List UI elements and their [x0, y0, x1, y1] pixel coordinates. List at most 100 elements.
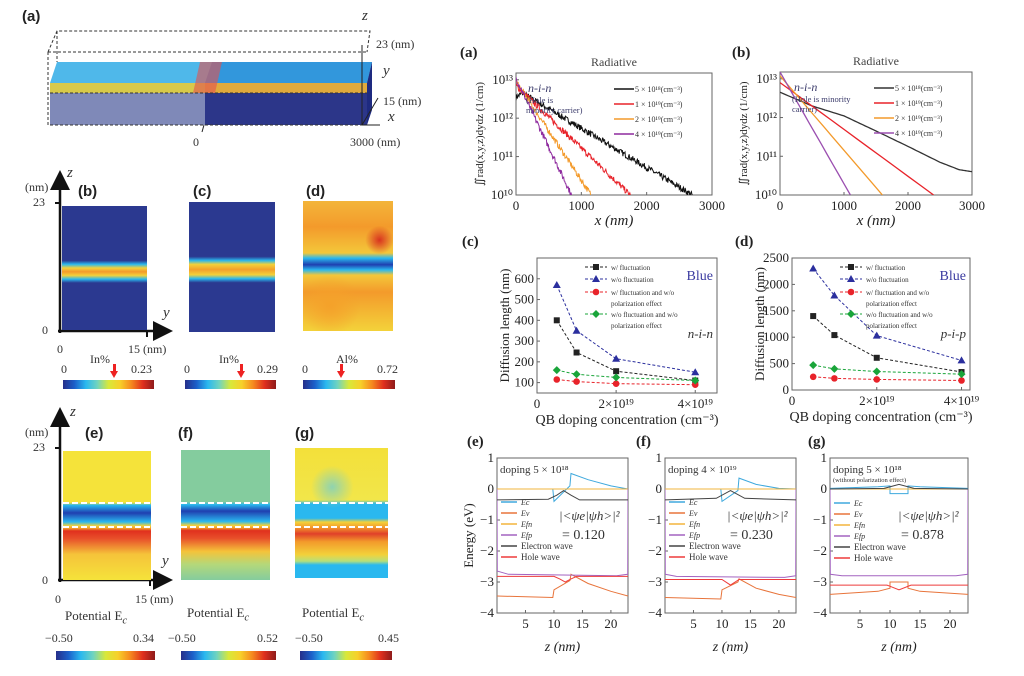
- overlap-integral-value: = 0.878: [901, 528, 944, 543]
- x-tick-label: 10: [715, 616, 728, 631]
- marker-circle: [847, 288, 855, 296]
- panel-label-d: (d): [306, 183, 326, 200]
- y-tick-label: 10¹⁰: [755, 187, 777, 202]
- y-tick-label: 10¹¹: [492, 149, 513, 164]
- y-tick-label: −2: [480, 543, 494, 558]
- legend-label: 1 × 10¹⁹(cm⁻³): [895, 99, 943, 108]
- marker-square: [573, 349, 580, 356]
- y-tick-label: 100: [515, 375, 535, 390]
- potential-map-g: [295, 448, 388, 578]
- colorbar-title-b: In%: [90, 352, 110, 366]
- x-tick-label: 3000: [959, 198, 985, 213]
- marker-triangle: [572, 326, 581, 334]
- x-tick-label: 15: [744, 616, 757, 631]
- series-line: [665, 490, 796, 501]
- map-axes: [50, 170, 173, 590]
- marker-triangle: [847, 275, 855, 282]
- annotation-note: (Hole is minority: [792, 94, 851, 104]
- legend-label: Electron wave: [689, 541, 741, 551]
- x-axis-label: z (nm): [880, 640, 917, 655]
- marker-diamond: [552, 366, 561, 375]
- y-tick-label: −3: [648, 574, 662, 589]
- y-tick-label: −1: [480, 512, 494, 527]
- marker-circle: [691, 381, 699, 388]
- structure-quantum-well-right: [205, 83, 367, 93]
- colorbar-min-d: 0: [302, 362, 308, 376]
- marker-triangle: [830, 291, 839, 299]
- legend-label: Hole wave: [689, 552, 728, 562]
- colorbar-min-b: 0: [61, 362, 67, 376]
- x-tick-label: 0: [777, 198, 784, 213]
- marker-square: [831, 332, 838, 339]
- colorbar-title-e: Potential Ec: [65, 608, 127, 627]
- y-axis-label: Diffusion length (nm): [752, 267, 767, 381]
- x-tick-label: 2000: [895, 198, 921, 213]
- marker-diamond: [872, 367, 881, 376]
- series-line: [556, 369, 696, 382]
- marker-triangle: [592, 275, 600, 282]
- legend-label: Hole wave: [521, 552, 560, 562]
- marker-circle: [592, 288, 600, 296]
- y-tick-label: 0: [488, 481, 495, 496]
- colorbar-title-text: Potential E: [65, 608, 123, 623]
- colorbar-min-g: −0.50: [295, 631, 323, 645]
- series-line: [516, 91, 693, 195]
- series-line: [516, 83, 631, 195]
- panel-label-f: (f): [178, 425, 193, 442]
- structure-front-right: [205, 93, 367, 125]
- x-tick-label: 2000: [634, 198, 660, 213]
- series-line: [830, 483, 968, 490]
- marker-square: [553, 317, 560, 324]
- annotation-note: (Hole is: [526, 95, 553, 105]
- red-arrow-icon: [337, 364, 345, 378]
- plot-frame: [496, 457, 629, 614]
- colorbar-c: [185, 380, 276, 389]
- legend-label-line: polarization effect: [866, 300, 917, 308]
- legend-label: Electron wave: [854, 542, 906, 552]
- x-end-label: 3000 (nm): [350, 135, 401, 149]
- structure-top-face-right: [205, 62, 372, 83]
- x-tick-label: 0: [789, 393, 796, 408]
- legend-label-line: w/ fluctuation and w/o: [611, 289, 675, 297]
- colorbar-f: [181, 651, 276, 660]
- overlap-integral-value: = 0.230: [730, 528, 773, 543]
- y-tick-label: −1: [813, 512, 827, 527]
- legend-label: Efp: [853, 532, 865, 541]
- x-axis-label: x (nm): [594, 213, 634, 229]
- y-size-label: 15 (nm): [383, 94, 422, 108]
- map-y-zero: 0: [57, 342, 63, 356]
- potential-z-unit: (nm): [25, 425, 49, 439]
- x-tick-label: 4×10¹⁹: [678, 396, 714, 411]
- legend-label: 1 × 10¹⁹(cm⁻³): [635, 100, 683, 109]
- x-start-label: 0: [193, 135, 199, 149]
- y-tick-label: 400: [515, 312, 535, 327]
- legend-label: w/o fluctuation and w/o polarization effe…: [611, 311, 678, 330]
- y-tick-label: 0: [656, 481, 663, 496]
- x-axis-label: QB doping concentration (cm⁻³): [789, 410, 972, 425]
- panel-label-structure: (a): [22, 8, 41, 25]
- marker-square: [810, 313, 817, 320]
- legend-label: Ec: [853, 499, 863, 508]
- annotation-color: Blue: [687, 269, 713, 284]
- x-tick-label: 20: [944, 616, 957, 631]
- y-tick-label: 1: [821, 450, 828, 465]
- colorbar-max-e: 0.34: [133, 631, 154, 645]
- y-tick-label: −4: [813, 605, 827, 620]
- series-line: [497, 573, 628, 599]
- y-tick-label: 0: [783, 382, 790, 397]
- colorbar-max-g: 0.45: [378, 631, 399, 645]
- marker-circle: [573, 378, 580, 385]
- x-axis-label: QB doping concentration (cm⁻³): [535, 413, 718, 428]
- x-tick-label: 15: [914, 616, 927, 631]
- x-tick-label: 5: [690, 616, 697, 631]
- colorbar-max-b: 0.23: [131, 362, 152, 376]
- colorbar-title-sub: c: [122, 614, 128, 627]
- panel-label-g: (g): [295, 425, 315, 442]
- annotation-structure: p-i-p: [940, 326, 967, 341]
- annotation-doping: doping 4 × 10¹⁹: [668, 464, 737, 476]
- chart-title: Radiative: [591, 55, 637, 69]
- y-tick-label: 10¹³: [756, 71, 777, 86]
- legend-label: Ev: [520, 509, 530, 518]
- legend-label: 2 × 10¹⁹(cm⁻³): [895, 114, 943, 123]
